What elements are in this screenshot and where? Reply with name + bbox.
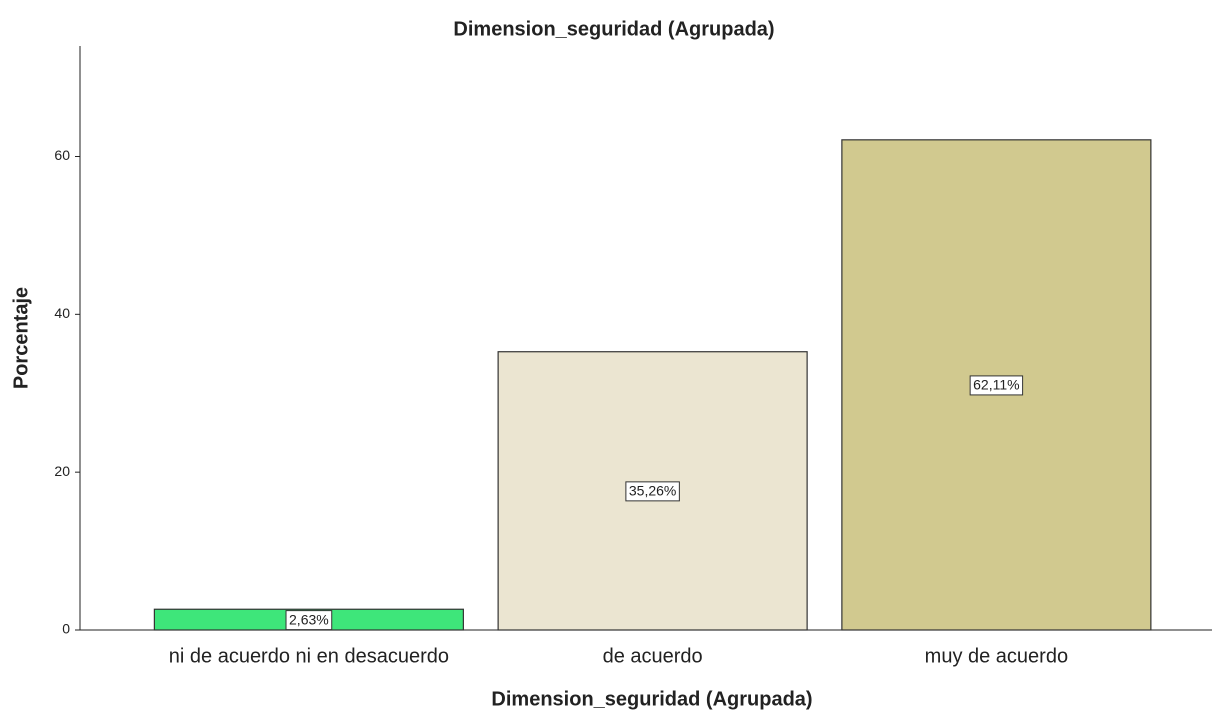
chart-title: Dimension_seguridad (Agrupada) <box>453 18 774 40</box>
value-label-box <box>625 481 680 502</box>
x-tick-label: ni de acuerdo ni en desacuerdo <box>169 645 449 667</box>
y-tick-label: 60 <box>54 147 70 163</box>
y-tick-label: 20 <box>54 463 70 479</box>
value-label: 35,26% <box>629 483 676 499</box>
value-label: 2,63% <box>289 611 329 627</box>
value-label: 62,11% <box>973 377 1019 393</box>
x-tick-label: muy de acuerdo <box>925 645 1068 667</box>
value-label-box <box>969 375 1024 396</box>
y-tick-label: 40 <box>54 305 70 321</box>
value-label-box <box>285 610 333 631</box>
y-tick-label: 0 <box>62 621 70 637</box>
x-tick-label: de acuerdo <box>603 645 703 667</box>
x-axis-label: Dimension_seguridad (Agrupada) <box>491 688 812 710</box>
y-axis-label: Porcentaje <box>10 287 32 389</box>
